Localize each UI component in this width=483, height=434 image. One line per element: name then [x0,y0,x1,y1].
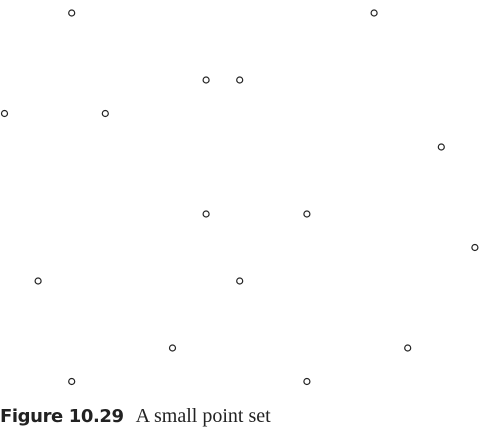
point-marker [34,277,42,285]
caption-text: A small point set [135,405,271,427]
point-marker [303,210,311,218]
point-marker [236,76,244,84]
figure-caption: Figure 10.29 A small point set [0,402,271,430]
point-marker [202,210,210,218]
point-marker [404,344,412,352]
point-marker [303,377,311,386]
point-marker [68,9,76,17]
point-marker [202,76,210,84]
point-marker [168,344,177,352]
point-set-diagram [0,9,479,386]
figure-label: Figure 10.29 [0,406,124,427]
point-marker [0,109,9,118]
point-marker [471,243,479,252]
point-marker [370,9,378,17]
point-marker [437,143,445,151]
point-marker [68,377,76,386]
point-marker [236,277,244,285]
point-marker [101,109,109,118]
points-layer [0,9,479,386]
